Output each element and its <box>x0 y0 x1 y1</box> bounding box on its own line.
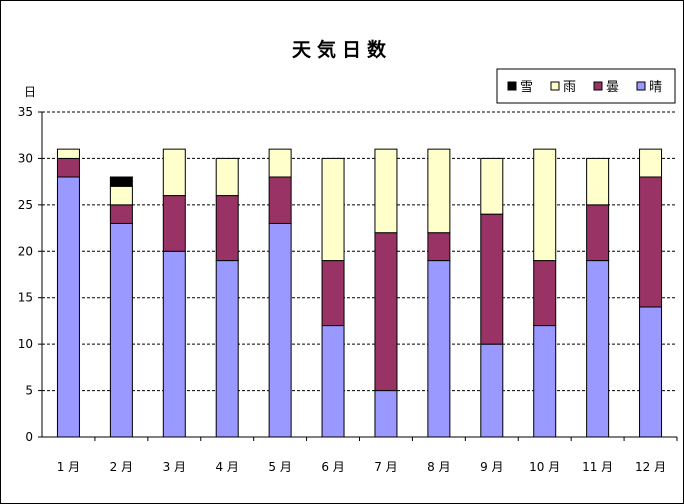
legend-label: 雪 <box>520 80 533 95</box>
bar-segment <box>374 390 398 438</box>
legend: 雪雨曇晴 <box>496 68 676 104</box>
bar-segment <box>427 260 451 438</box>
bar-segment <box>639 176 663 308</box>
x-tick-label: 7 月 <box>374 460 397 474</box>
bar-segment <box>321 260 345 327</box>
legend-swatch <box>636 81 646 91</box>
bar-segment <box>427 232 451 262</box>
bar-segment <box>427 148 451 234</box>
bar-segment <box>586 260 610 438</box>
x-tick-label: 8 月 <box>427 460 450 474</box>
x-tick-label: 5 月 <box>268 460 291 474</box>
legend-swatch <box>593 81 603 91</box>
bar-segment <box>109 185 133 206</box>
bar-segment <box>109 222 133 438</box>
legend-swatch <box>507 81 517 91</box>
bar-segment <box>533 325 557 438</box>
bar-segment <box>480 343 504 438</box>
axes-group: 0 5 10 15 20 25 30 35 1 月 2 月 3 月 4 月 5 月 6 月 7 月 8 月 9 … <box>18 105 678 474</box>
y-tick-label: 5 <box>25 384 33 398</box>
legend-label: 曇 <box>606 80 619 95</box>
bar-segment <box>215 195 239 262</box>
bar-segment <box>215 260 239 438</box>
bar-segment <box>268 148 292 178</box>
x-tick-label: 9 月 <box>480 460 503 474</box>
y-tick-label: 30 <box>18 151 33 165</box>
bar-segment <box>109 176 133 187</box>
x-tick-label: 11 月 <box>582 460 613 474</box>
y-tick-label: 10 <box>18 337 33 351</box>
bar-segment <box>586 204 610 262</box>
x-tick-label: 3 月 <box>163 460 186 474</box>
bar-segment <box>480 213 504 345</box>
legend-label: 晴 <box>649 80 662 95</box>
bar-segment <box>321 157 345 262</box>
bar-segment <box>639 306 663 438</box>
legend-label: 雨 <box>563 80 576 95</box>
y-tick-label: 15 <box>18 291 33 305</box>
bar-segment <box>268 222 292 438</box>
bar-segment <box>56 176 80 438</box>
bar-segment <box>162 195 186 252</box>
y-tick-label: 20 <box>18 244 33 258</box>
x-tick-label: 10 月 <box>529 460 560 474</box>
bar-segment <box>533 148 557 262</box>
x-tick-label: 12 月 <box>635 460 666 474</box>
y-tick-label: 35 <box>18 105 33 119</box>
chart-title: 天気日数 <box>292 38 392 61</box>
bar-segment <box>56 148 80 159</box>
bar-segment <box>321 325 345 438</box>
y-tick-label: 0 <box>25 430 33 444</box>
bar-segment <box>374 232 398 392</box>
legend-swatch <box>550 81 560 91</box>
bar-segment <box>268 176 292 224</box>
y-tick-label: 25 <box>18 198 33 212</box>
x-tick-label: 2 月 <box>110 460 133 474</box>
grid-lines <box>42 111 677 392</box>
x-tick-label: 4 月 <box>215 460 238 474</box>
bars-group <box>56 148 663 438</box>
bar-segment <box>162 250 186 438</box>
x-tick-label: 6 月 <box>321 460 344 474</box>
bar-segment <box>56 157 80 178</box>
bar-segment <box>374 148 398 234</box>
bar-segment <box>162 148 186 197</box>
bar-segment <box>586 157 610 206</box>
bar-segment <box>109 204 133 224</box>
bar-segment <box>533 260 557 327</box>
bar-segment <box>215 157 239 197</box>
y-axis-label: 日 <box>24 85 36 99</box>
bar-segment <box>480 157 504 215</box>
bar-segment <box>639 148 663 178</box>
x-tick-label: 1 月 <box>57 460 80 474</box>
